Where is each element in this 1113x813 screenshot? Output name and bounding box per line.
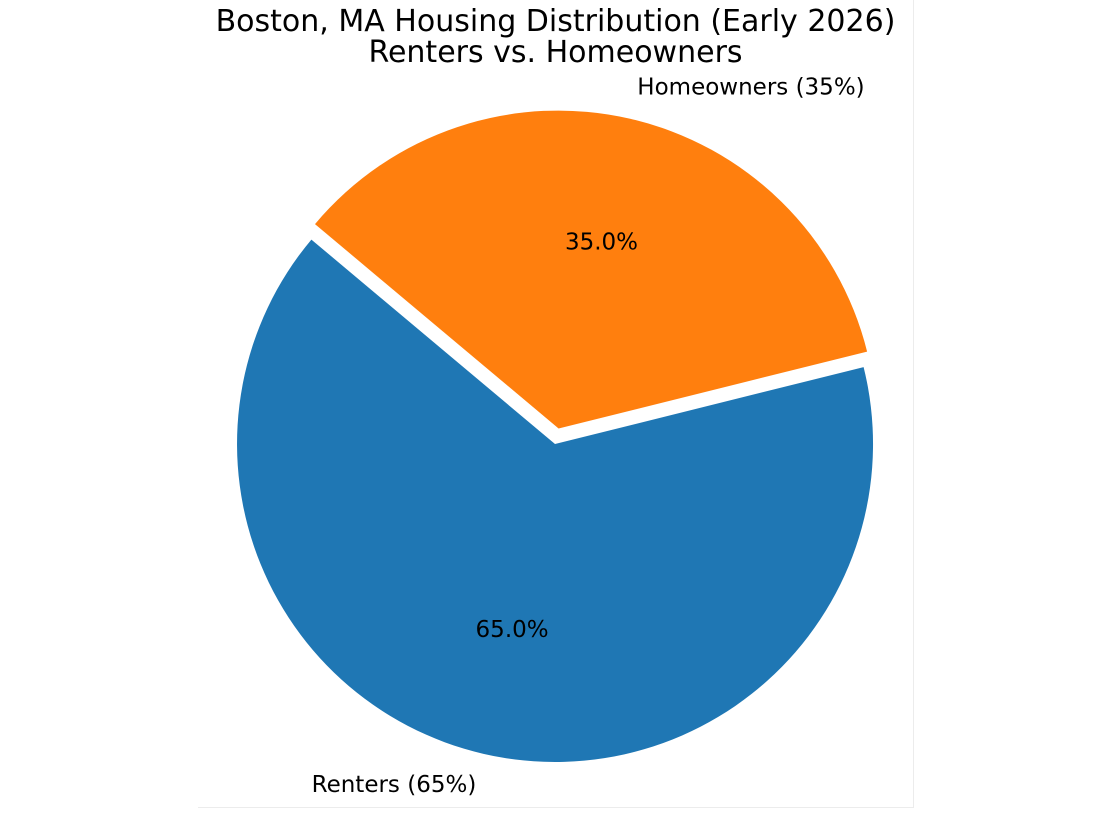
pie-slice-renters bbox=[237, 239, 874, 762]
pct-label-renters: 65.0% bbox=[476, 617, 549, 643]
slice-label-renters: Renters (65%) bbox=[312, 772, 477, 798]
figure-bottom-border bbox=[198, 807, 914, 808]
pct-label-homeowners: 35.0% bbox=[565, 230, 638, 256]
slice-label-homeowners: Homeowners (35%) bbox=[637, 75, 864, 101]
chart-title-line1: Boston, MA Housing Distribution (Early 2… bbox=[215, 4, 896, 39]
figure-right-border bbox=[913, 0, 914, 807]
pie-slice-homeowners bbox=[315, 110, 868, 429]
chart-title-line2: Renters vs. Homeowners bbox=[368, 35, 743, 70]
chart-title: Boston, MA Housing Distribution (Early 2… bbox=[198, 6, 913, 68]
